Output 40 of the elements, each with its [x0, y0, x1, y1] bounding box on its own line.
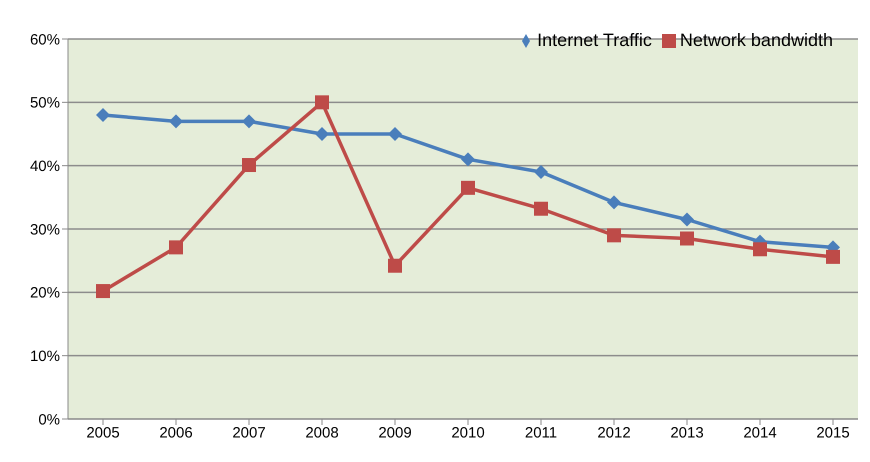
point [680, 212, 694, 226]
point [607, 195, 621, 210]
point [96, 108, 110, 122]
x-tick-label: 2014 [743, 424, 777, 442]
point [461, 152, 475, 166]
x-tick-label: 2007 [232, 424, 266, 442]
x-tick-label: 2011 [524, 424, 558, 442]
point [534, 202, 548, 216]
x-tick-label: 2010 [451, 424, 485, 442]
y-tick-label: 20% [30, 284, 60, 302]
y-tick-label: 40% [30, 158, 60, 175]
point [242, 114, 256, 128]
y-tick-label: 10% [30, 348, 60, 365]
x-tick-label: 2005 [86, 424, 120, 442]
x-tick-label: 2008 [305, 424, 339, 442]
point [388, 127, 402, 141]
point [169, 240, 183, 254]
legend-label: Network bandwidth [680, 30, 833, 50]
point [169, 114, 183, 128]
point [96, 284, 110, 298]
x-tick-label: 2006 [159, 424, 193, 442]
point [388, 258, 402, 273]
x-tick-label: 2013 [670, 424, 704, 442]
y-tick-label: 0% [38, 411, 60, 428]
point [680, 232, 694, 246]
point [753, 242, 767, 256]
point [826, 250, 840, 264]
y-tick-label: 50% [30, 94, 60, 112]
x-tick-label: 2009 [378, 424, 412, 442]
legend-label: Internet Traffic [537, 30, 652, 50]
point [534, 165, 548, 179]
point [607, 228, 621, 242]
point [315, 95, 329, 110]
x-tick-label: 2012 [597, 424, 631, 442]
point [461, 180, 475, 195]
point [315, 127, 329, 141]
y-tick-label: 60% [30, 31, 60, 48]
x-tick-label: 2015 [816, 424, 850, 442]
point [242, 158, 256, 172]
y-tick-label: 30% [30, 221, 60, 238]
